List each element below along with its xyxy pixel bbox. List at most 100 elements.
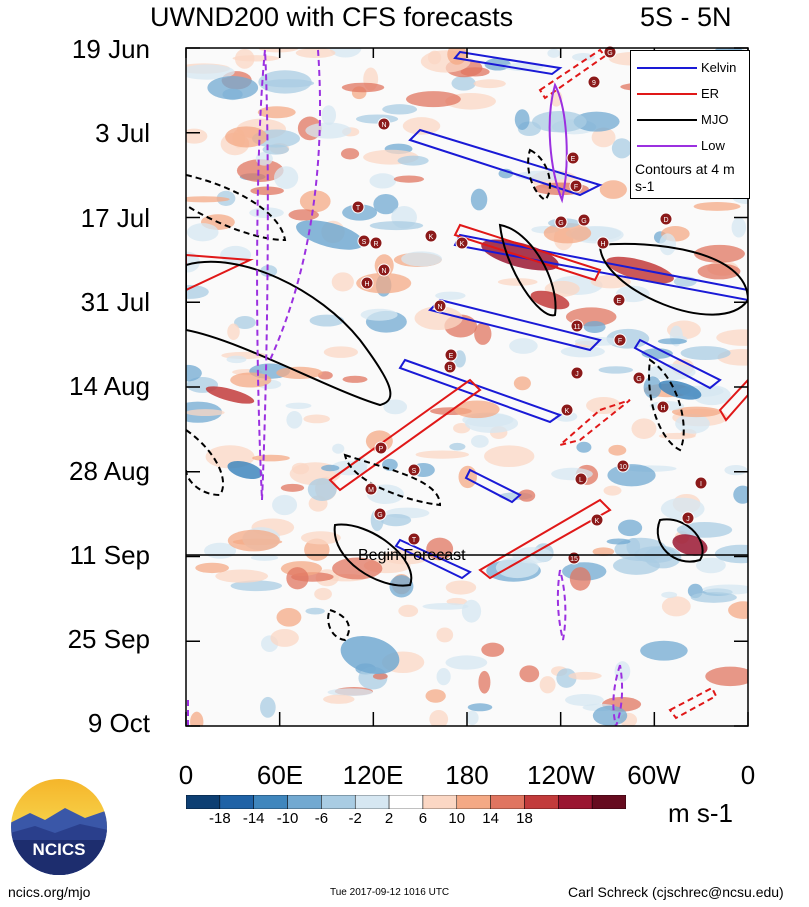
storm-marker: G [577, 213, 591, 227]
storm-marker: K [455, 236, 469, 250]
anomaly-blob [305, 607, 325, 615]
x-tick-label: 60W [627, 760, 681, 790]
low-contour-dashed [556, 569, 567, 641]
anomaly-blob [427, 50, 442, 65]
anomaly-blob [323, 346, 358, 358]
mjo-contour [656, 518, 704, 563]
kelvin-contour [453, 50, 563, 76]
storm-label: F [618, 338, 622, 345]
mjo-contour-dashed [186, 174, 287, 242]
anomaly-blob [397, 155, 429, 166]
y-tick-label: 9 Oct [87, 708, 150, 738]
anomaly-blob [716, 329, 748, 346]
anomaly-blob [236, 159, 284, 183]
anomaly-blob [327, 688, 373, 697]
storm-marker: L [574, 472, 588, 486]
storm-icon [455, 236, 469, 250]
storm-label: J [686, 516, 690, 523]
storm-marker: N [377, 263, 391, 277]
anomaly-blob [675, 413, 710, 434]
colorbar-swatch [524, 795, 559, 809]
colorbar-swatch [253, 795, 288, 809]
storm-icon [560, 403, 574, 417]
anomaly-blob [286, 411, 303, 429]
anomaly-blob [225, 126, 268, 148]
anomaly-blob [565, 694, 604, 707]
anomaly-blob [340, 148, 360, 160]
storm-marker: E [612, 293, 626, 307]
anomaly-blob [260, 696, 276, 718]
legend-item-low: Low [631, 135, 749, 157]
er-contour [453, 223, 602, 282]
anomaly-blob [705, 666, 748, 687]
mjo-contour [598, 242, 748, 316]
anomaly-blob [658, 432, 696, 440]
anomaly-blob [323, 694, 355, 704]
mjo-contour-dashed [327, 608, 350, 642]
storm-marker: T [351, 200, 365, 214]
anomaly-blob [436, 627, 454, 643]
anomaly-core [340, 635, 400, 675]
logo-icon [11, 779, 107, 875]
anomaly-blob [227, 529, 280, 552]
anomaly-blob [572, 53, 595, 62]
anomaly-blob [504, 62, 544, 72]
storm-marker: J [681, 511, 695, 525]
colorbar-tick-label: -10 [276, 810, 299, 827]
colorbar-tick-label: 18 [516, 810, 533, 827]
storm-label: K [429, 234, 434, 241]
storm-icon [377, 117, 391, 131]
anomaly-blob [227, 323, 240, 341]
storm-label: D [663, 217, 668, 224]
storm-icon [351, 200, 365, 214]
storm-icon [694, 476, 708, 490]
storm-label: E [571, 156, 576, 163]
storm-icon [570, 366, 584, 380]
storm-icon [554, 215, 568, 229]
mjo-contour [498, 223, 557, 317]
anomaly-blob [230, 580, 283, 592]
anomaly-blob [234, 48, 255, 69]
anomaly-blob [186, 364, 202, 382]
kelvin-contour [408, 128, 603, 197]
legend-label: Low [701, 138, 725, 153]
anomaly-blob [543, 222, 592, 244]
storm-marker: 15 [567, 551, 581, 565]
colorbar-swatch [591, 795, 626, 809]
anomaly-blob [226, 355, 247, 364]
storm-marker: I [694, 476, 708, 490]
colorbar-swatch [186, 795, 221, 809]
anomaly-blob [464, 413, 519, 433]
anomaly-blob [249, 207, 284, 219]
anomaly-blob [186, 251, 200, 273]
anomaly-blob [369, 173, 397, 189]
anomaly-blob [643, 376, 662, 399]
anomaly-blob [676, 522, 733, 538]
storm-label: R [373, 241, 378, 248]
storm-icon [374, 441, 388, 455]
y-tick-label: 3 Jul [95, 118, 150, 148]
anomaly-blob [285, 402, 312, 409]
anomaly-blob [190, 711, 204, 726]
storm-label: K [595, 518, 600, 525]
site-link[interactable]: ncics.org/mjo [8, 884, 91, 900]
storm-marker: M [364, 482, 378, 496]
er-contour [328, 378, 482, 492]
anomaly-blob [671, 406, 722, 418]
anomaly-blob [611, 138, 632, 159]
forecast-label: Begin Forecast [358, 547, 466, 564]
anomaly-blob [458, 465, 477, 489]
logo-text: NCICS [32, 840, 86, 859]
anomaly-blob [513, 376, 531, 391]
storm-label: P [379, 446, 384, 453]
storm-icon [364, 482, 378, 496]
kelvin-contour [464, 468, 522, 504]
anomaly-blob [614, 661, 631, 682]
anomaly-blob [515, 170, 571, 181]
low-contour-dashed [269, 49, 321, 361]
y-tick-label: 14 Aug [69, 371, 150, 401]
storm-marker: K [590, 513, 604, 527]
storm-label: J [575, 371, 579, 378]
er-contour [718, 378, 748, 422]
